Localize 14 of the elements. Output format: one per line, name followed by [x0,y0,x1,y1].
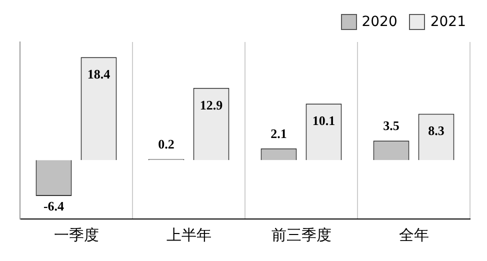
data-label: 12.9 [200,97,224,112]
data-label: 10.1 [312,112,336,128]
data-label: 18.4 [87,66,111,82]
data-label: -6.4 [43,198,65,214]
x-tick-label: 全年 [398,226,429,244]
x-tick-label: 前三季度 [271,226,332,244]
data-label: 0.2 [158,136,174,152]
x-tick-label: 上半年 [166,226,212,244]
data-label: 3.5 [383,118,400,133]
legend-label: 2020 [362,14,398,30]
legend-label: 2021 [430,14,466,30]
data-label: 2.1 [270,126,287,141]
data-label: 8.3 [428,123,445,138]
x-tick-label: 一季度 [54,226,99,244]
